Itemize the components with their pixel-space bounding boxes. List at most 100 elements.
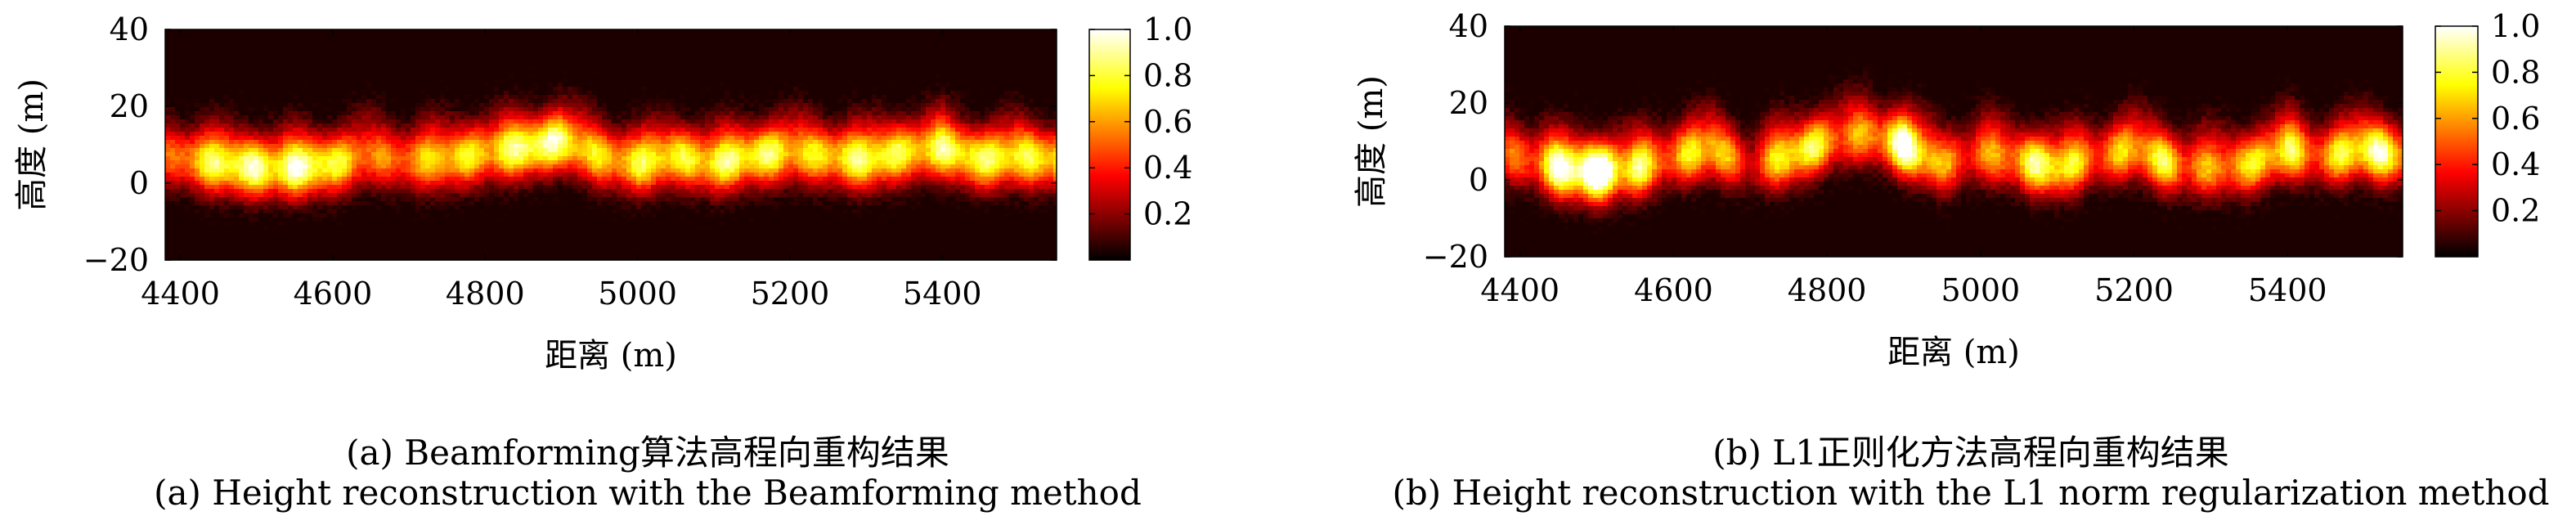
heatmap-cell bbox=[268, 156, 274, 161]
heatmap-cell bbox=[420, 136, 426, 141]
heatmap-cell bbox=[209, 115, 215, 120]
heatmap-cell bbox=[288, 34, 294, 38]
heatmap-cell bbox=[484, 66, 490, 71]
heatmap-cell bbox=[504, 123, 509, 128]
heatmap-cell bbox=[317, 70, 323, 75]
heatmap-cell bbox=[293, 29, 298, 34]
heatmap-cell bbox=[273, 70, 279, 75]
heatmap-cell bbox=[278, 185, 284, 190]
heatmap-cell bbox=[533, 54, 539, 59]
heatmap-cell bbox=[563, 132, 568, 137]
heatmap-cell bbox=[568, 189, 573, 194]
heatmap-cell bbox=[352, 115, 357, 120]
heatmap-cell bbox=[337, 258, 343, 260]
heatmap-cell bbox=[254, 38, 259, 43]
heatmap-cell bbox=[258, 132, 264, 137]
heatmap-cell bbox=[200, 148, 205, 153]
heatmap-cell bbox=[224, 246, 230, 251]
heatmap-cell bbox=[533, 70, 539, 75]
heatmap-cell bbox=[283, 164, 289, 169]
heatmap-cell bbox=[249, 230, 254, 235]
heatmap-cell bbox=[572, 140, 578, 145]
heatmap-cell bbox=[175, 99, 181, 104]
heatmap-cell bbox=[568, 50, 573, 55]
heatmap-cell bbox=[263, 197, 269, 202]
heatmap-cell bbox=[244, 205, 249, 210]
heatmap-cell bbox=[464, 115, 470, 120]
heatmap-cell bbox=[170, 168, 176, 173]
heatmap-cell bbox=[568, 173, 573, 177]
heatmap-cell bbox=[278, 177, 284, 182]
heatmap-cell bbox=[406, 50, 411, 55]
heatmap-cell bbox=[180, 91, 186, 96]
heatmap-cell bbox=[244, 156, 249, 161]
heatmap-cell bbox=[239, 54, 245, 59]
heatmap-cell bbox=[303, 168, 308, 173]
heatmap-cell bbox=[195, 258, 200, 260]
heatmap-cell bbox=[528, 29, 534, 34]
heatmap-cell bbox=[371, 209, 377, 214]
heatmap-cell bbox=[327, 234, 333, 239]
heatmap-cell bbox=[391, 246, 397, 251]
heatmap-cell bbox=[460, 74, 465, 79]
heatmap-cell bbox=[361, 123, 367, 128]
heatmap-cell bbox=[229, 254, 235, 259]
heatmap-cell bbox=[572, 238, 578, 243]
heatmap-cell bbox=[489, 111, 495, 116]
heatmap-cell bbox=[582, 181, 588, 186]
heatmap-cell bbox=[327, 107, 333, 112]
heatmap-cell bbox=[572, 152, 578, 157]
heatmap-cell bbox=[538, 218, 544, 222]
heatmap-cell bbox=[582, 38, 588, 43]
heatmap-cell bbox=[357, 91, 362, 96]
heatmap-cell bbox=[190, 152, 195, 157]
heatmap-cell bbox=[366, 54, 372, 59]
heatmap-cell bbox=[484, 148, 490, 153]
heatmap-cell bbox=[219, 107, 225, 112]
heatmap-cell bbox=[278, 74, 284, 79]
heatmap-cell bbox=[298, 242, 303, 247]
heatmap-cell bbox=[342, 230, 348, 235]
heatmap-cell bbox=[357, 123, 362, 128]
heatmap-cell bbox=[175, 246, 181, 251]
heatmap-cell bbox=[548, 254, 554, 259]
heatmap-cell bbox=[415, 181, 421, 186]
heatmap-cell bbox=[219, 38, 225, 43]
heatmap-cell bbox=[307, 173, 313, 177]
heatmap-cell bbox=[200, 258, 205, 260]
heatmap-cell bbox=[352, 87, 357, 92]
heatmap-cell bbox=[587, 250, 593, 255]
heatmap-cell bbox=[342, 91, 348, 96]
heatmap-cell bbox=[504, 66, 509, 71]
heatmap-cell bbox=[396, 42, 402, 47]
heatmap-cell bbox=[337, 234, 343, 239]
heatmap-cell bbox=[303, 209, 308, 214]
heatmap-cell bbox=[509, 123, 514, 128]
heatmap-cell bbox=[523, 209, 529, 214]
heatmap-cell bbox=[170, 91, 176, 96]
heatmap-cell bbox=[283, 58, 289, 63]
heatmap-cell bbox=[204, 226, 210, 231]
heatmap-cell bbox=[445, 234, 451, 239]
heatmap-cell bbox=[381, 54, 387, 59]
heatmap-cell bbox=[244, 107, 249, 112]
heatmap-cell bbox=[435, 222, 441, 227]
heatmap-cell bbox=[278, 193, 284, 198]
heatmap-cell bbox=[518, 42, 524, 47]
heatmap-cell bbox=[415, 42, 421, 47]
heatmap-cell bbox=[234, 168, 240, 173]
heatmap-cell bbox=[455, 201, 460, 206]
heatmap-cell bbox=[347, 197, 352, 202]
heatmap-cell bbox=[258, 111, 264, 116]
heatmap-cell bbox=[543, 144, 549, 149]
heatmap-cell bbox=[317, 38, 323, 43]
heatmap-cell bbox=[533, 197, 539, 202]
heatmap-cell bbox=[553, 205, 559, 210]
heatmap-cell bbox=[254, 213, 259, 218]
heatmap-cell bbox=[371, 140, 377, 145]
heatmap-cell bbox=[440, 152, 446, 157]
heatmap-cell bbox=[435, 242, 441, 247]
heatmap-cell bbox=[563, 46, 568, 51]
heatmap-cell bbox=[180, 42, 186, 47]
heatmap-cell bbox=[214, 185, 220, 190]
